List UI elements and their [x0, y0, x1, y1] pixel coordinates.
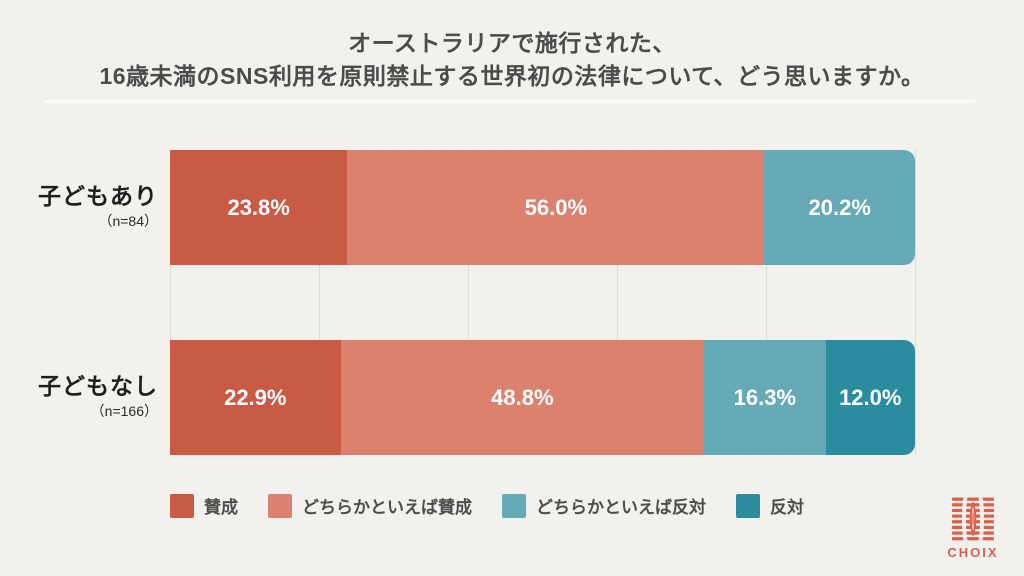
logo-text: CHOIX: [947, 545, 999, 560]
legend: 賛成 どちらかといえば賛成 どちらかといえば反対 反対: [170, 493, 804, 518]
bar-segment: 48.8%: [340, 340, 705, 455]
bar-segment: 12.0%: [825, 340, 915, 455]
row-sample-size: （n=166）: [90, 402, 158, 419]
legend-label: 反対: [770, 498, 804, 517]
segment-value-label: 48.8%: [491, 384, 554, 410]
gridline: [170, 150, 171, 455]
legend-item: 賛成: [170, 493, 238, 518]
legend-swatch: [170, 493, 194, 518]
segment-value-label: 20.2%: [808, 194, 871, 220]
legend-label: どちらかといえば反対: [536, 498, 706, 517]
gridline: [319, 150, 320, 455]
row-label: 子どもあり: [38, 182, 158, 209]
row-label: 子どもなし: [38, 372, 158, 399]
gridline: [915, 150, 916, 455]
title-divider: [44, 100, 976, 103]
segment-value-label: 12.0%: [839, 384, 902, 410]
segment-value-label: 16.3%: [733, 384, 797, 410]
row-label-block: 子どもなし （n=166）: [0, 371, 158, 421]
legend-swatch: [268, 493, 292, 518]
legend-swatch: [502, 493, 526, 518]
row-label-block: 子どもあり （n=84）: [0, 181, 158, 231]
legend-item: どちらかといえば賛成: [268, 493, 472, 518]
row-sample-size: （n=84）: [98, 212, 158, 229]
legend-item: どちらかといえば反対: [502, 493, 706, 518]
bar-segment: 22.9%: [170, 340, 341, 455]
chart-title: オーストラリアで施行された、 16歳未満のSNS利用を原則禁止する世界初の法律に…: [0, 27, 1024, 93]
logo: CHOIX: [946, 496, 1000, 560]
stacked-bar: 23.8% 56.0% 20.2%: [170, 150, 915, 265]
legend-item: 反対: [736, 493, 804, 518]
legend-label: どちらかといえば賛成: [302, 498, 472, 517]
gridline: [766, 150, 767, 455]
chart-title-line1: オーストラリアで施行された、: [348, 30, 676, 56]
bar-segment: 20.2%: [764, 150, 915, 265]
gridline: [617, 150, 618, 455]
segment-value-label: 22.9%: [224, 384, 287, 410]
segment-value-label: 23.8%: [227, 194, 290, 220]
bar-segment: 56.0%: [347, 150, 765, 265]
choix-logo-icon: [952, 496, 994, 542]
chart-title-line2: 16歳未満のSNS利用を原則禁止する世界初の法律について、どう思いますか。: [99, 63, 925, 89]
gridline: [468, 150, 469, 455]
legend-swatch: [736, 493, 760, 518]
stacked-bar: 22.9% 48.8% 16.3% 12.0%: [170, 340, 915, 455]
legend-label: 賛成: [204, 498, 238, 517]
segment-value-label: 56.0%: [524, 194, 588, 220]
bar-segment: 16.3%: [704, 340, 826, 455]
bar-segment: 23.8%: [170, 150, 348, 265]
